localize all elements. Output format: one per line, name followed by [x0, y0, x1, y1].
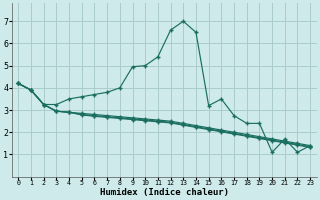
X-axis label: Humidex (Indice chaleur): Humidex (Indice chaleur): [100, 188, 229, 197]
